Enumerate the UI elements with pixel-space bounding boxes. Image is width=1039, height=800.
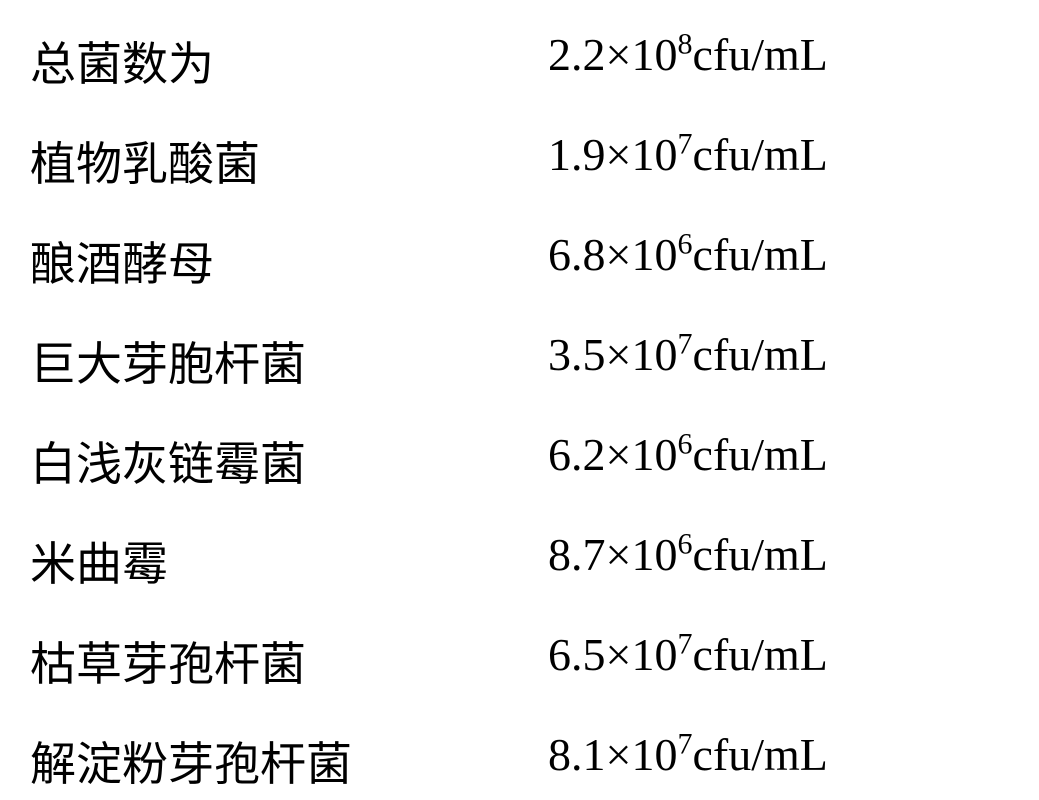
row-label: 白浅灰链霉菌 [30,428,306,494]
times-symbol: × [606,29,632,80]
unit: cfu/mL [692,429,827,480]
exponent: 6 [677,528,692,561]
row-value: 2.2×108cfu/mL [548,28,828,81]
exponent: 7 [677,728,692,761]
mantissa: 8.7 [548,529,606,580]
row-value: 8.7×106cfu/mL [548,528,828,581]
row-value: 8.1×107cfu/mL [548,728,828,781]
mantissa: 1.9 [548,129,606,180]
unit: cfu/mL [692,129,827,180]
bacteria-count-table: 总菌数为 2.2×108cfu/mL 植物乳酸菌 1.9×107cfu/mL 酿… [0,0,1039,800]
mantissa: 2.2 [548,29,606,80]
mantissa: 6.8 [548,229,606,280]
base: 10 [631,529,677,580]
exponent: 7 [677,328,692,361]
base: 10 [631,229,677,280]
row-label: 枯草芽孢杆菌 [30,628,306,694]
row-value: 6.8×106cfu/mL [548,228,828,281]
unit: cfu/mL [692,729,827,780]
times-symbol: × [606,129,632,180]
mantissa: 6.5 [548,629,606,680]
base: 10 [631,129,677,180]
row-label: 总菌数为 [30,28,214,94]
mantissa: 3.5 [548,329,606,380]
row-label: 酿酒酵母 [30,228,214,294]
times-symbol: × [606,329,632,380]
row-label: 巨大芽胞杆菌 [30,328,306,394]
unit: cfu/mL [692,629,827,680]
base: 10 [631,429,677,480]
unit: cfu/mL [692,329,827,380]
row-value: 6.2×106cfu/mL [548,428,828,481]
unit: cfu/mL [692,229,827,280]
base: 10 [631,729,677,780]
unit: cfu/mL [692,29,827,80]
row-label: 解淀粉芽孢杆菌 [30,728,352,794]
row-value: 1.9×107cfu/mL [548,128,828,181]
times-symbol: × [606,429,632,480]
times-symbol: × [606,529,632,580]
exponent: 6 [677,428,692,461]
times-symbol: × [606,629,632,680]
exponent: 6 [677,228,692,261]
exponent: 8 [677,28,692,61]
base: 10 [631,29,677,80]
row-label: 植物乳酸菌 [30,128,260,194]
row-label: 米曲霉 [30,528,168,594]
base: 10 [631,329,677,380]
mantissa: 6.2 [548,429,606,480]
row-value: 6.5×107cfu/mL [548,628,828,681]
mantissa: 8.1 [548,729,606,780]
unit: cfu/mL [692,529,827,580]
exponent: 7 [677,128,692,161]
times-symbol: × [606,229,632,280]
exponent: 7 [677,628,692,661]
row-value: 3.5×107cfu/mL [548,328,828,381]
base: 10 [631,629,677,680]
times-symbol: × [606,729,632,780]
